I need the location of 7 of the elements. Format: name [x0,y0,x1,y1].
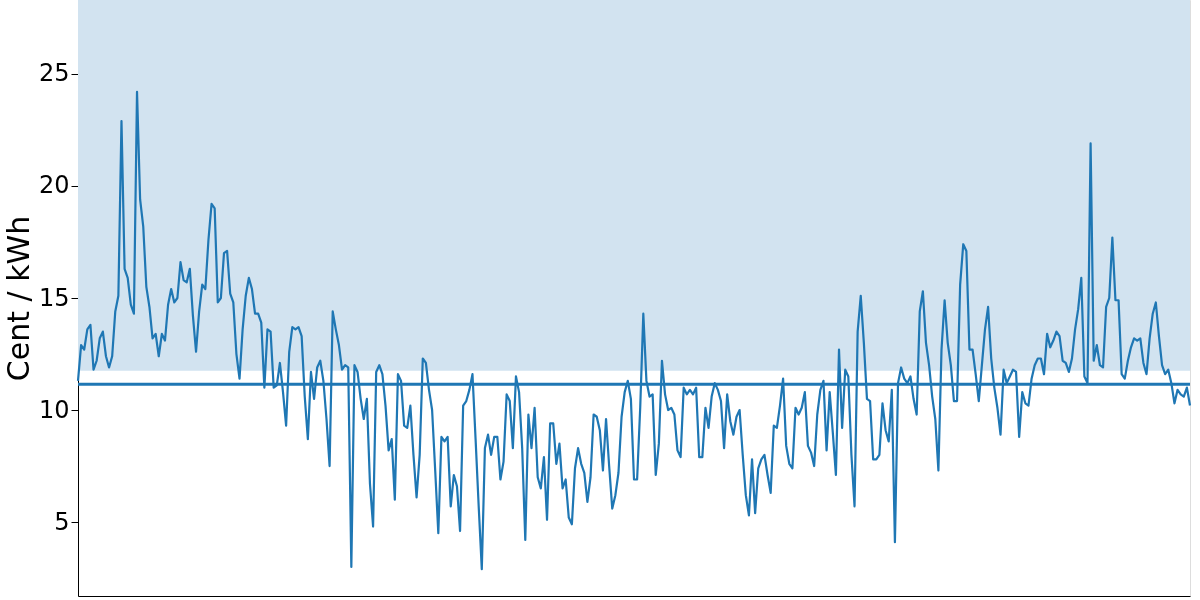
line-series [76,90,1192,571]
y-tick-label: 20 [38,171,70,200]
y-tick-label: 10 [38,395,70,424]
y-tick-label: 25 [38,59,70,88]
y-tick-label: 15 [38,283,70,312]
y-tick-label: 5 [54,507,70,536]
y-axis-title: Cent / kWh [0,215,36,382]
